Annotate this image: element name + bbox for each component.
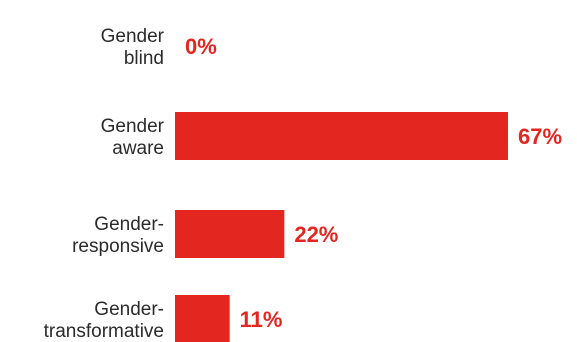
- category-label: Gender-responsive: [72, 214, 164, 257]
- category-label-line: transformative: [44, 321, 164, 342]
- category-label-line: blind: [124, 48, 164, 69]
- value-label: 0%: [185, 34, 217, 59]
- bar-2: [175, 210, 285, 258]
- bar-1: [175, 112, 508, 160]
- category-label-line: Gender-: [94, 299, 164, 320]
- category-label-line: responsive: [72, 236, 164, 257]
- value-label: 11%: [240, 307, 283, 332]
- category-label: Gender aware: [101, 116, 165, 159]
- category-label-line: Gender: [101, 116, 165, 137]
- category-label-line: Gender-: [94, 214, 164, 235]
- value-label: 67%: [518, 124, 562, 149]
- category-label-line: aware: [112, 138, 164, 159]
- category-label-line: Gender: [101, 26, 165, 47]
- bar-3: [175, 295, 230, 342]
- category-label: Gender-transformative: [44, 299, 164, 342]
- value-label: 22%: [294, 222, 338, 247]
- category-label: Gender blind: [101, 26, 165, 69]
